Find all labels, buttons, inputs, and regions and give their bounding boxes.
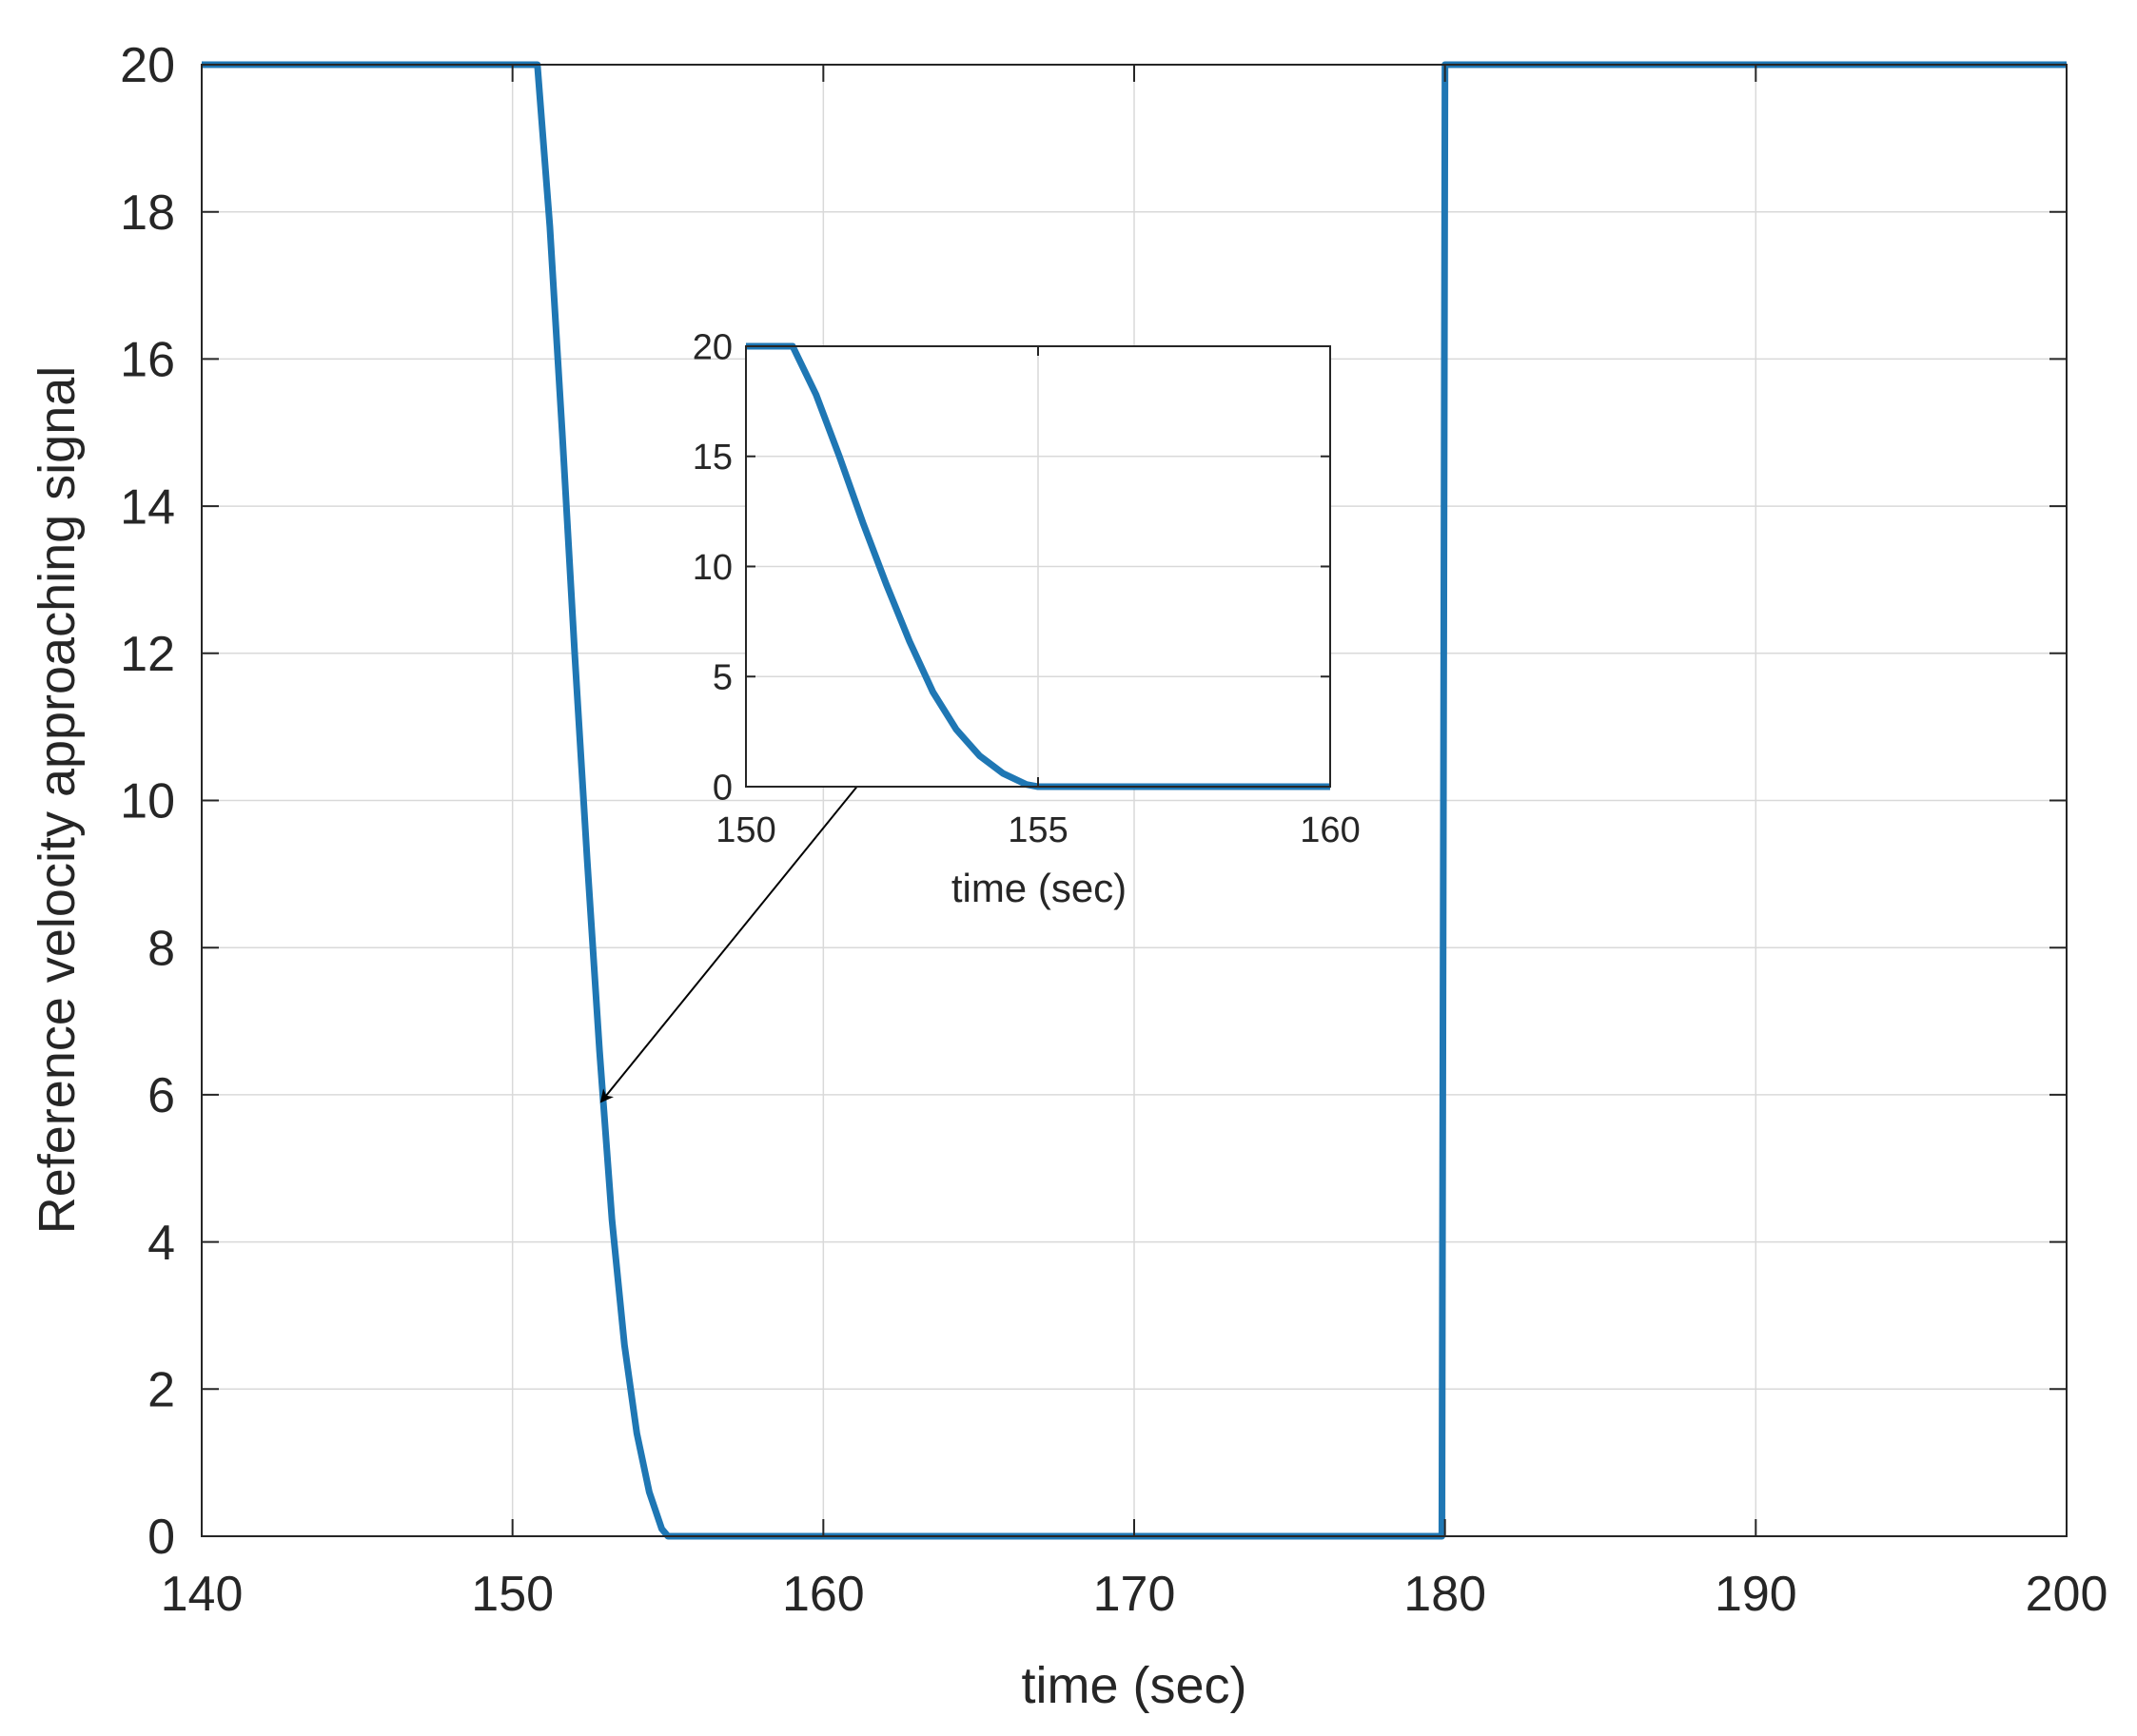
inset-ticks <box>745 345 1331 788</box>
main-x-tick-label: 160 <box>782 1567 865 1622</box>
main-ticks <box>201 64 2068 1537</box>
inset-grid <box>746 346 1330 787</box>
inset-y-tick-label: 0 <box>713 768 733 808</box>
main-y-tick-label: 10 <box>120 774 175 829</box>
main-plot: 140 150 160 170 180 190 200 02468101214161820 … <box>29 38 2108 1714</box>
inset-x-axis-label: time (sec) <box>951 866 1127 910</box>
inset-series-line-0 <box>746 342 1330 790</box>
main-y-tick-label: 16 <box>120 333 175 388</box>
main-x-tick-label: 200 <box>2026 1567 2108 1622</box>
main-y-tick-label: 6 <box>147 1068 175 1123</box>
main-y-tick-label: 4 <box>147 1216 175 1271</box>
main-x-axis-label: time (sec) <box>1021 1657 1246 1714</box>
main-x-tick-label: 180 <box>1403 1567 1486 1622</box>
main-y-tick-labels: 0 2 4 6 8 10 12 14 16 18 20 <box>120 38 175 1565</box>
main-y-axis-label: Reference velocity approaching signal <box>29 366 86 1235</box>
inset-y-tick-label: 20 <box>693 327 733 367</box>
main-y-tick-label: 20 <box>120 38 175 93</box>
main-x-tick-labels: 140 150 160 170 180 190 200 <box>161 1567 2108 1622</box>
inset-x-tick-label: 160 <box>1300 810 1360 850</box>
inset-y-tick-label: 10 <box>693 548 733 588</box>
main-y-tick-label: 14 <box>120 479 175 535</box>
main-y-tick-label: 12 <box>120 627 175 682</box>
main-y-tick-label: 8 <box>147 921 175 976</box>
main-x-tick-label: 170 <box>1093 1567 1176 1622</box>
main-y-tick-label: 0 <box>147 1510 175 1565</box>
main-y-tick-label: 18 <box>120 185 175 241</box>
inset-y-tick-labels: 0 5 10 15 20 <box>693 327 733 808</box>
inset-x-tick-labels: 150 155 160 <box>716 810 1360 850</box>
main-x-tick-label: 140 <box>161 1567 244 1622</box>
inset-y-tick-label: 15 <box>693 438 733 478</box>
main-x-tick-label: 190 <box>1715 1567 1797 1622</box>
inset-x-tick-label: 155 <box>1008 810 1068 850</box>
inset-y-tick-label: 5 <box>713 658 733 698</box>
inset-plot: 150 155 160 0 5 10 15 20 time (sec) <box>693 327 1361 910</box>
inset-series <box>746 342 1330 790</box>
main-x-tick-label: 150 <box>471 1567 554 1622</box>
main-y-tick-label: 2 <box>147 1363 175 1418</box>
inset-x-tick-label: 150 <box>716 810 775 850</box>
